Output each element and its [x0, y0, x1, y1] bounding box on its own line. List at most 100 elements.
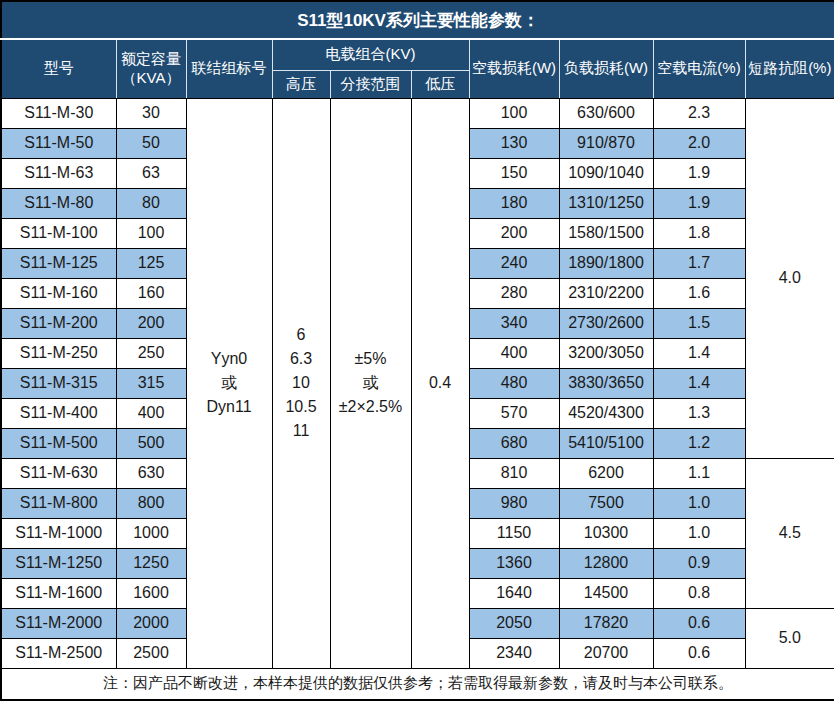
- header-hv: 高压: [272, 70, 330, 98]
- model-cell: S11-M-630: [1, 458, 116, 488]
- lv-value-cell: 0.4: [411, 98, 469, 668]
- load-loss-cell: 910/870: [559, 128, 653, 158]
- header-impedance: 短路抗阻(%): [745, 39, 834, 98]
- model-cell: S11-M-315: [1, 368, 116, 398]
- no-load-current-cell: 2.0: [653, 128, 745, 158]
- no-load-current-cell: 1.0: [653, 488, 745, 518]
- model-cell: S11-M-30: [1, 98, 116, 128]
- model-cell: S11-M-80: [1, 188, 116, 218]
- capacity-cell: 50: [116, 128, 186, 158]
- title-row: S11型10KV系列主要性能参数：: [1, 1, 834, 39]
- load-loss-cell: 17820: [559, 608, 653, 638]
- load-loss-cell: 1580/1500: [559, 218, 653, 248]
- header-voltage-group: 电载组合(KV): [272, 39, 469, 70]
- capacity-cell: 160: [116, 278, 186, 308]
- spec-table: S11型10KV系列主要性能参数： 型号 额定容量 （KVA） 联结组标号 电载…: [0, 0, 834, 701]
- model-cell: S11-M-400: [1, 398, 116, 428]
- no-load-current-cell: 2.3: [653, 98, 745, 128]
- no-load-current-cell: 1.3: [653, 398, 745, 428]
- impedance-cell: 4.5: [745, 458, 834, 608]
- header-tap-range: 分接范围: [330, 70, 411, 98]
- no-load-loss-cell: 100: [469, 98, 559, 128]
- impedance-cell: 4.0: [745, 98, 834, 458]
- capacity-cell: 200: [116, 308, 186, 338]
- load-loss-cell: 7500: [559, 488, 653, 518]
- load-loss-cell: 5410/5100: [559, 428, 653, 458]
- load-loss-cell: 6200: [559, 458, 653, 488]
- model-cell: S11-M-50: [1, 128, 116, 158]
- header-connection: 联结组标号: [186, 39, 272, 98]
- load-loss-cell: 20700: [559, 638, 653, 668]
- no-load-loss-cell: 1360: [469, 548, 559, 578]
- header-capacity: 额定容量 （KVA）: [116, 39, 186, 98]
- tap-range-cell: ±5%或±2×2.5%: [330, 98, 411, 668]
- footnote-row: 注：因产品不断改进，本样本提供的数据仅供参考；若需取得最新参数，请及时与本公司联…: [1, 668, 834, 700]
- no-load-current-cell: 0.6: [653, 638, 745, 668]
- load-loss-cell: 1890/1800: [559, 248, 653, 278]
- capacity-cell: 80: [116, 188, 186, 218]
- model-cell: S11-M-800: [1, 488, 116, 518]
- model-cell: S11-M-2000: [1, 608, 116, 638]
- no-load-loss-cell: 810: [469, 458, 559, 488]
- hv-values-cell: 66.31010.511: [272, 98, 330, 668]
- no-load-loss-cell: 240: [469, 248, 559, 278]
- load-loss-cell: 1090/1040: [559, 158, 653, 188]
- header-lv: 低压: [411, 70, 469, 98]
- impedance-cell: 5.0: [745, 608, 834, 668]
- capacity-cell: 630: [116, 458, 186, 488]
- no-load-current-cell: 1.4: [653, 368, 745, 398]
- load-loss-cell: 2310/2200: [559, 278, 653, 308]
- model-cell: S11-M-100: [1, 218, 116, 248]
- no-load-loss-cell: 400: [469, 338, 559, 368]
- capacity-cell: 100: [116, 218, 186, 248]
- no-load-loss-cell: 980: [469, 488, 559, 518]
- model-cell: S11-M-1250: [1, 548, 116, 578]
- no-load-current-cell: 1.0: [653, 518, 745, 548]
- model-cell: S11-M-1600: [1, 578, 116, 608]
- capacity-cell: 250: [116, 338, 186, 368]
- capacity-cell: 800: [116, 488, 186, 518]
- no-load-loss-cell: 2050: [469, 608, 559, 638]
- model-cell: S11-M-250: [1, 338, 116, 368]
- no-load-current-cell: 1.6: [653, 278, 745, 308]
- no-load-current-cell: 1.5: [653, 308, 745, 338]
- no-load-current-cell: 1.8: [653, 218, 745, 248]
- load-loss-cell: 3830/3650: [559, 368, 653, 398]
- no-load-loss-cell: 200: [469, 218, 559, 248]
- load-loss-cell: 10300: [559, 518, 653, 548]
- model-cell: S11-M-1000: [1, 518, 116, 548]
- no-load-current-cell: 0.8: [653, 578, 745, 608]
- no-load-loss-cell: 480: [469, 368, 559, 398]
- capacity-cell: 1600: [116, 578, 186, 608]
- no-load-current-cell: 0.9: [653, 548, 745, 578]
- capacity-cell: 2000: [116, 608, 186, 638]
- model-cell: S11-M-500: [1, 428, 116, 458]
- capacity-cell: 1250: [116, 548, 186, 578]
- capacity-cell: 1000: [116, 518, 186, 548]
- header-capacity-line2: （KVA）: [122, 69, 181, 86]
- no-load-loss-cell: 680: [469, 428, 559, 458]
- table-row: S11-M-3030Yyn0或Dyn1166.31010.511±5%或±2×2…: [1, 98, 834, 128]
- connection-cell: Yyn0或Dyn11: [186, 98, 272, 668]
- model-cell: S11-M-125: [1, 248, 116, 278]
- no-load-loss-cell: 280: [469, 278, 559, 308]
- table-body: S11-M-3030Yyn0或Dyn1166.31010.511±5%或±2×2…: [1, 98, 834, 668]
- load-loss-cell: 3200/3050: [559, 338, 653, 368]
- load-loss-cell: 2730/2600: [559, 308, 653, 338]
- no-load-current-cell: 1.9: [653, 188, 745, 218]
- load-loss-cell: 4520/4300: [559, 398, 653, 428]
- no-load-current-cell: 1.7: [653, 248, 745, 278]
- no-load-current-cell: 1.4: [653, 338, 745, 368]
- capacity-cell: 2500: [116, 638, 186, 668]
- no-load-current-cell: 1.2: [653, 428, 745, 458]
- load-loss-cell: 14500: [559, 578, 653, 608]
- load-loss-cell: 12800: [559, 548, 653, 578]
- model-cell: S11-M-160: [1, 278, 116, 308]
- capacity-cell: 30: [116, 98, 186, 128]
- no-load-loss-cell: 570: [469, 398, 559, 428]
- capacity-cell: 500: [116, 428, 186, 458]
- no-load-loss-cell: 180: [469, 188, 559, 218]
- capacity-cell: 63: [116, 158, 186, 188]
- load-loss-cell: 1310/1250: [559, 188, 653, 218]
- header-load-loss: 负载损耗(W): [559, 39, 653, 98]
